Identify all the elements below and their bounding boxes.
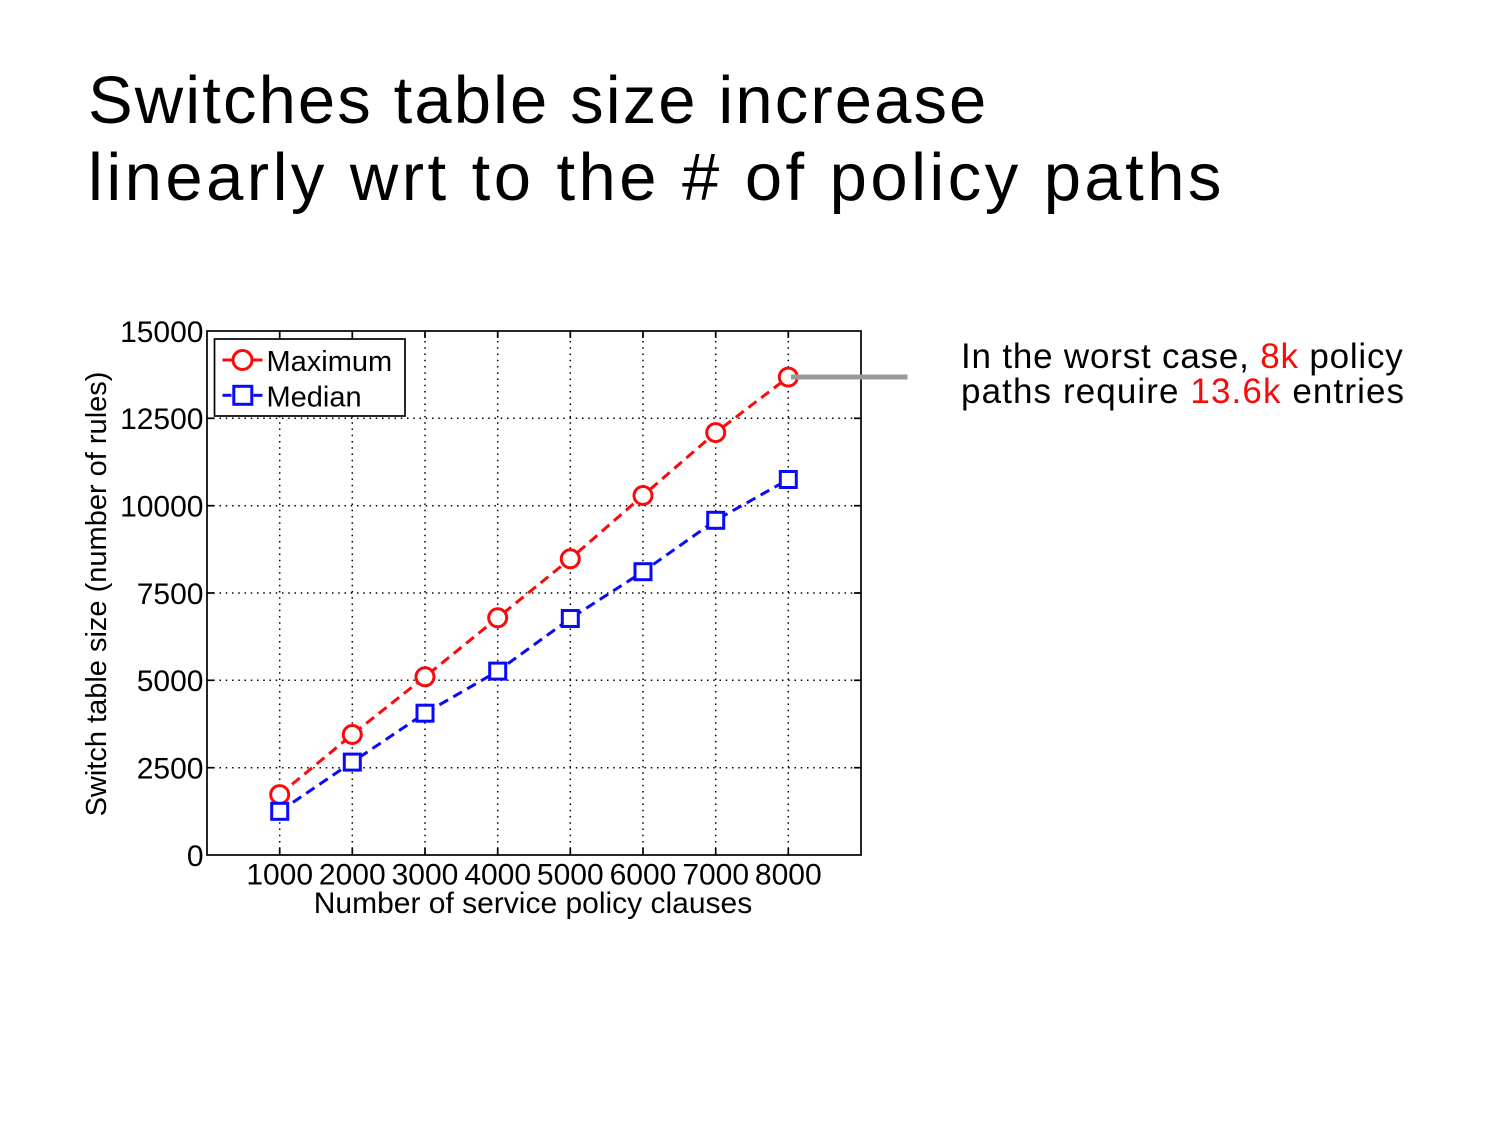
svg-text:5000: 5000 — [537, 859, 604, 892]
svg-text:Switch table size (number of r: Switch table size (number of rules) — [81, 372, 113, 817]
svg-text:7000: 7000 — [682, 859, 749, 892]
svg-text:15000: 15000 — [120, 316, 203, 349]
svg-text:0: 0 — [187, 840, 204, 873]
svg-text:Median: Median — [267, 381, 362, 413]
svg-text:7500: 7500 — [137, 578, 204, 611]
svg-text:10000: 10000 — [120, 491, 203, 524]
svg-text:Number of service policy claus: Number of service policy clauses — [314, 887, 753, 920]
svg-text:5000: 5000 — [137, 665, 204, 698]
svg-text:2000: 2000 — [319, 859, 386, 892]
svg-text:2500: 2500 — [137, 753, 204, 786]
svg-text:1000: 1000 — [246, 859, 313, 892]
svg-text:Maximum: Maximum — [267, 346, 393, 378]
svg-text:4000: 4000 — [464, 859, 531, 892]
svg-text:6000: 6000 — [610, 859, 677, 892]
svg-text:3000: 3000 — [392, 859, 459, 892]
svg-text:8000: 8000 — [755, 859, 822, 892]
svg-text:12500: 12500 — [120, 403, 203, 436]
